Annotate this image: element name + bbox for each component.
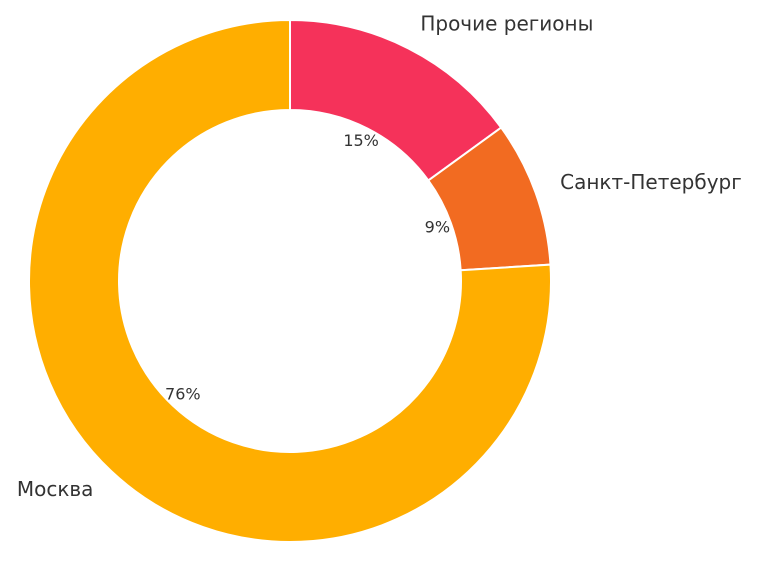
slice-label: Москва xyxy=(17,477,94,501)
slice-label: Прочие регионы xyxy=(420,12,593,36)
percent-label: 76% xyxy=(165,385,201,404)
percent-label: 15% xyxy=(343,131,379,150)
percent-label: 9% xyxy=(425,217,450,236)
slice-label: Санкт-Петербург xyxy=(560,170,742,194)
donut-slice xyxy=(28,18,552,543)
